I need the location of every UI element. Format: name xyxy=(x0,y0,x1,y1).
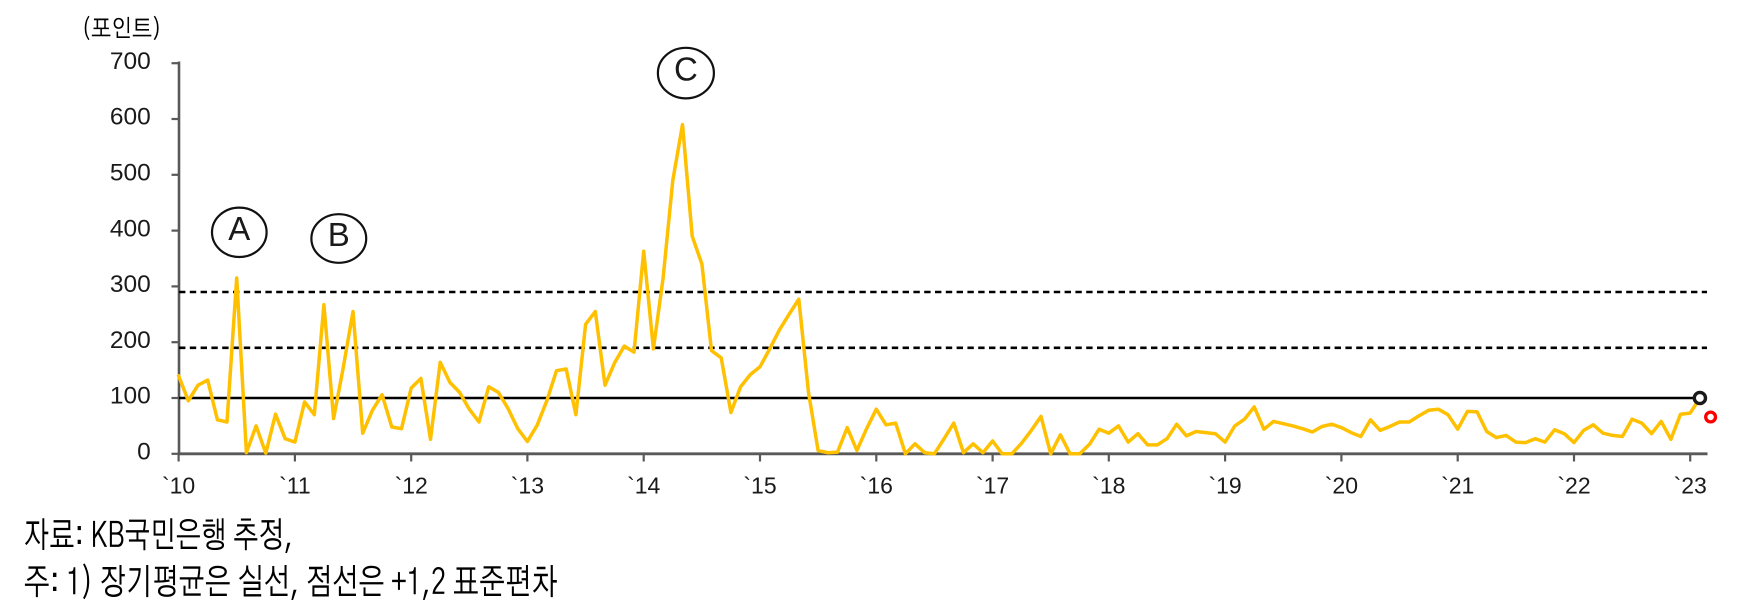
svg-text:`19: `19 xyxy=(1208,473,1241,499)
svg-text:`10: `10 xyxy=(162,473,195,499)
svg-text:`12: `12 xyxy=(395,473,428,499)
svg-text:600: 600 xyxy=(110,104,151,131)
svg-text:`22: `22 xyxy=(1557,473,1590,499)
svg-text:400: 400 xyxy=(110,215,151,242)
svg-text:700: 700 xyxy=(110,48,151,75)
svg-text:`18: `18 xyxy=(1092,473,1125,499)
svg-text:200: 200 xyxy=(110,327,151,354)
svg-text:`15: `15 xyxy=(743,473,776,499)
svg-text:500: 500 xyxy=(110,160,151,187)
svg-text:300: 300 xyxy=(110,271,151,298)
svg-text:100: 100 xyxy=(110,383,151,410)
svg-text:`17: `17 xyxy=(976,473,1009,499)
svg-text:C: C xyxy=(674,51,698,88)
svg-text:`20: `20 xyxy=(1325,473,1358,499)
svg-text:0: 0 xyxy=(137,439,151,466)
svg-text:`21: `21 xyxy=(1441,473,1474,499)
svg-text:`13: `13 xyxy=(511,473,544,499)
svg-text:B: B xyxy=(328,216,350,253)
svg-text:`23: `23 xyxy=(1674,473,1707,499)
svg-text:`14: `14 xyxy=(627,473,660,499)
svg-text:A: A xyxy=(228,210,250,247)
svg-text:`16: `16 xyxy=(860,473,893,499)
svg-text:`11: `11 xyxy=(279,473,311,499)
